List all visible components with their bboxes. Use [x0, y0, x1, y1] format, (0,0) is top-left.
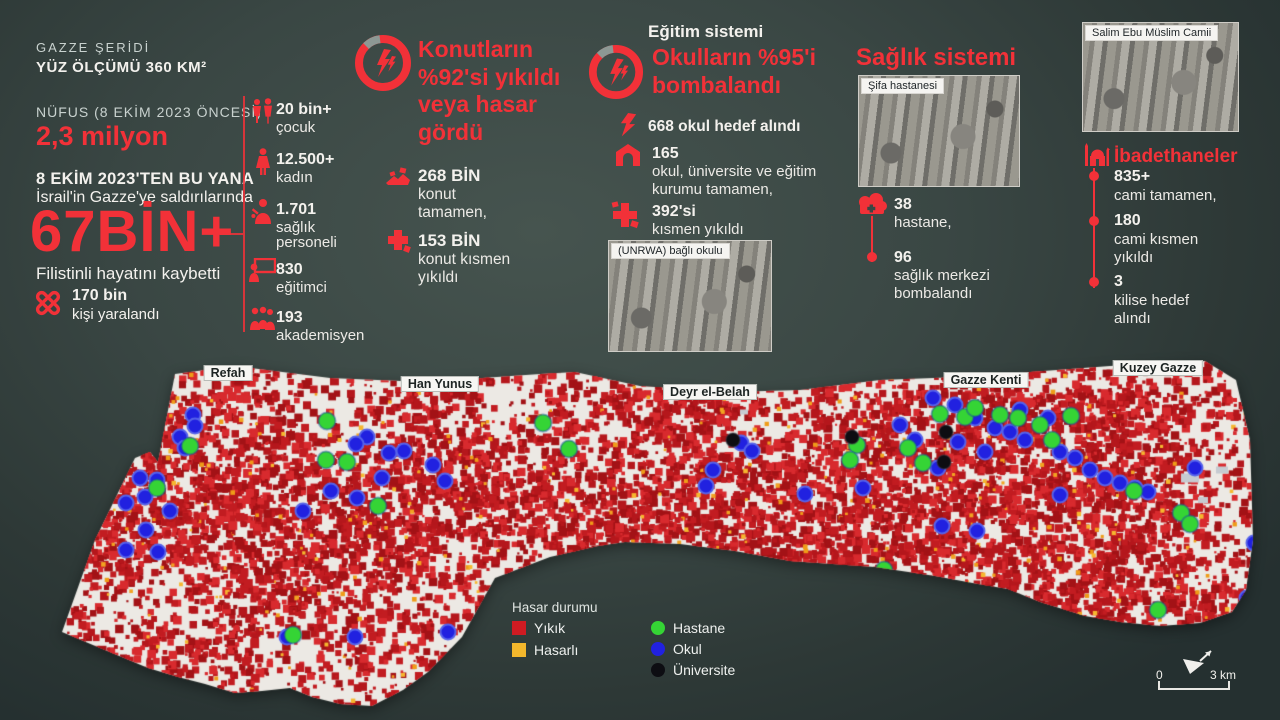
legend-label-destroyed: Yıkık [534, 620, 566, 636]
scale-end-label: 3 km [1210, 668, 1237, 682]
legend-label-damaged: Hasarlı [534, 642, 579, 658]
scale-start-label: 0 [1156, 668, 1163, 682]
map-label-refah: Refah [203, 365, 253, 381]
legend-swatch-destroyed [512, 621, 526, 635]
legend-swatch-damaged [512, 643, 526, 657]
map-label-kuzey-gazze: Kuzey Gazze [1112, 360, 1204, 376]
compass-icon [1178, 645, 1218, 677]
map-label-deyr-el-belah: Deyr el-Belah [663, 384, 757, 400]
legend-swatch-school [651, 642, 665, 656]
map-label-gazze-kenti: Gazze Kenti [943, 372, 1029, 388]
legend-swatch-hospital [651, 621, 665, 635]
map-label-han-yunus: Han Yunus [400, 376, 480, 392]
scale-bar [1158, 680, 1232, 692]
legend-label-school: Okul [673, 641, 702, 657]
legend-label-hospital: Hastane [673, 620, 726, 636]
legend-label-university: Üniversite [673, 662, 736, 678]
legend-swatch-university [651, 663, 665, 677]
legend-header: Hasar durumu [512, 600, 598, 615]
